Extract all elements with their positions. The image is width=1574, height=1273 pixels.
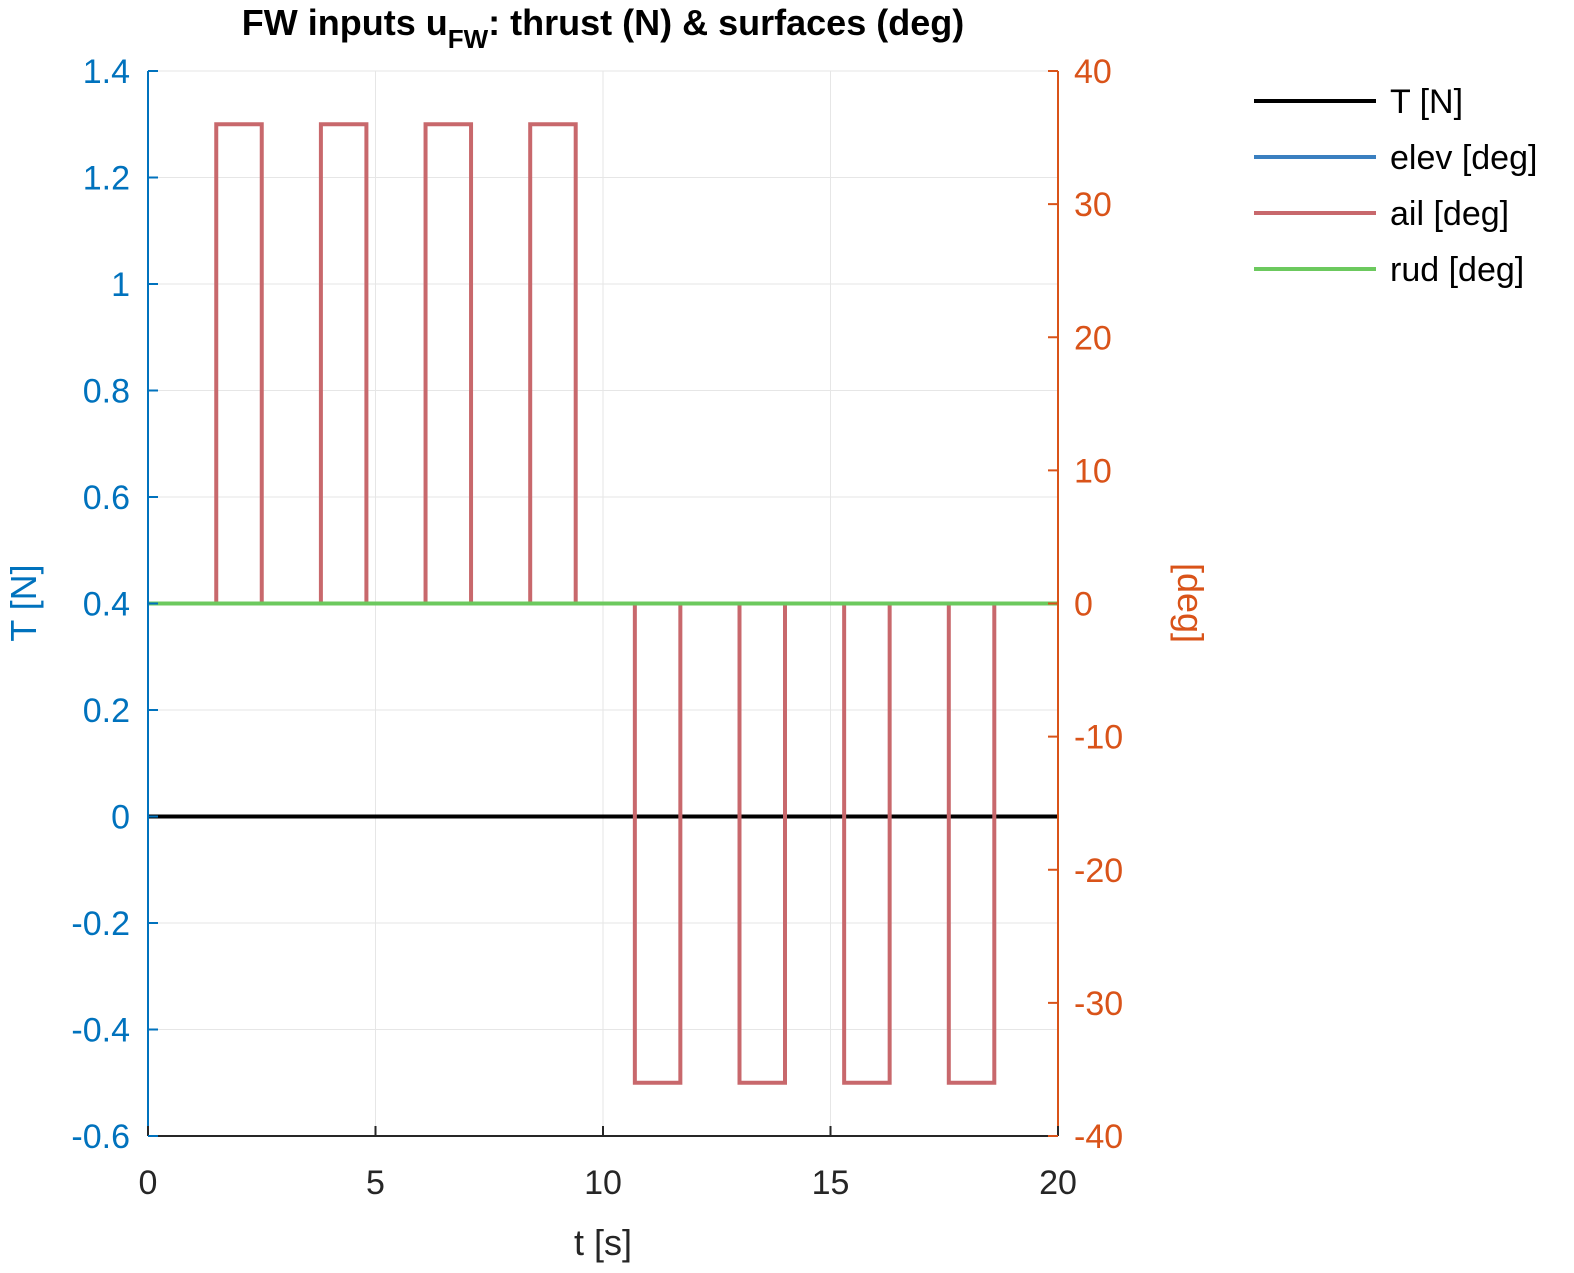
x-tick-label: 0 bbox=[139, 1164, 158, 1202]
legend-label: ail [deg] bbox=[1390, 195, 1509, 233]
y-tick-label-right: 30 bbox=[1074, 186, 1112, 224]
y-tick-label-left: 0.6 bbox=[83, 479, 130, 517]
y-tick-label-right: 10 bbox=[1074, 452, 1112, 490]
y-tick-label-right: 0 bbox=[1074, 586, 1093, 624]
y-tick-label-right: 40 bbox=[1074, 53, 1112, 91]
x-axis-label: t [s] bbox=[574, 1222, 632, 1263]
y-axis-label-right: [deg] bbox=[1170, 563, 1211, 643]
y-tick-label-left: 0 bbox=[111, 799, 130, 837]
chart-title-subscript: FW bbox=[448, 24, 489, 54]
y-tick-label-right: -10 bbox=[1074, 719, 1123, 757]
x-tick-label: 20 bbox=[1039, 1164, 1077, 1202]
x-tick-label: 10 bbox=[584, 1164, 622, 1202]
chart-title-rest: : thrust (N) & surfaces (deg) bbox=[488, 2, 964, 43]
y-tick-label-left: 1.4 bbox=[83, 53, 130, 91]
y-tick-label-left: 1.2 bbox=[83, 160, 130, 198]
legend: T [N] elev [deg] ail [deg] rud [deg] bbox=[1254, 83, 1537, 289]
legend-label: rud [deg] bbox=[1390, 251, 1524, 289]
y-tick-label-right: -40 bbox=[1074, 1118, 1123, 1156]
y-tick-label-right: -30 bbox=[1074, 985, 1123, 1023]
y-tick-label-right: -20 bbox=[1074, 852, 1123, 890]
y-tick-label-left: -0.6 bbox=[71, 1118, 130, 1156]
y-tick-label-left: -0.2 bbox=[71, 905, 130, 943]
plot-series bbox=[148, 122, 1058, 1085]
y-axis-label-left: T [N] bbox=[3, 564, 44, 641]
axes: 0 5 10 15 20 -0.6 -0.4 -0.2 0 0.2 0.4 0.6 0.8 1 1.2 1.4… bbox=[71, 53, 1123, 1202]
y-tick-label-left: 0.4 bbox=[83, 586, 130, 624]
x-tick-label: 15 bbox=[812, 1164, 850, 1202]
y-tick-label-left: -0.4 bbox=[71, 1012, 130, 1050]
y-tick-label-left: 1 bbox=[111, 266, 130, 304]
chart-title: FW inputs uFW: thrust (N) & surfaces (de… bbox=[242, 2, 964, 54]
x-tick-label: 5 bbox=[366, 1164, 385, 1202]
legend-label: elev [deg] bbox=[1390, 139, 1537, 177]
y-tick-label-right: 20 bbox=[1074, 319, 1112, 357]
y-tick-label-left: 0.8 bbox=[83, 373, 130, 411]
y-tick-label-left: 0.2 bbox=[83, 692, 130, 730]
legend-label: T [N] bbox=[1390, 83, 1463, 121]
chart-title-main: FW inputs u bbox=[242, 2, 448, 43]
